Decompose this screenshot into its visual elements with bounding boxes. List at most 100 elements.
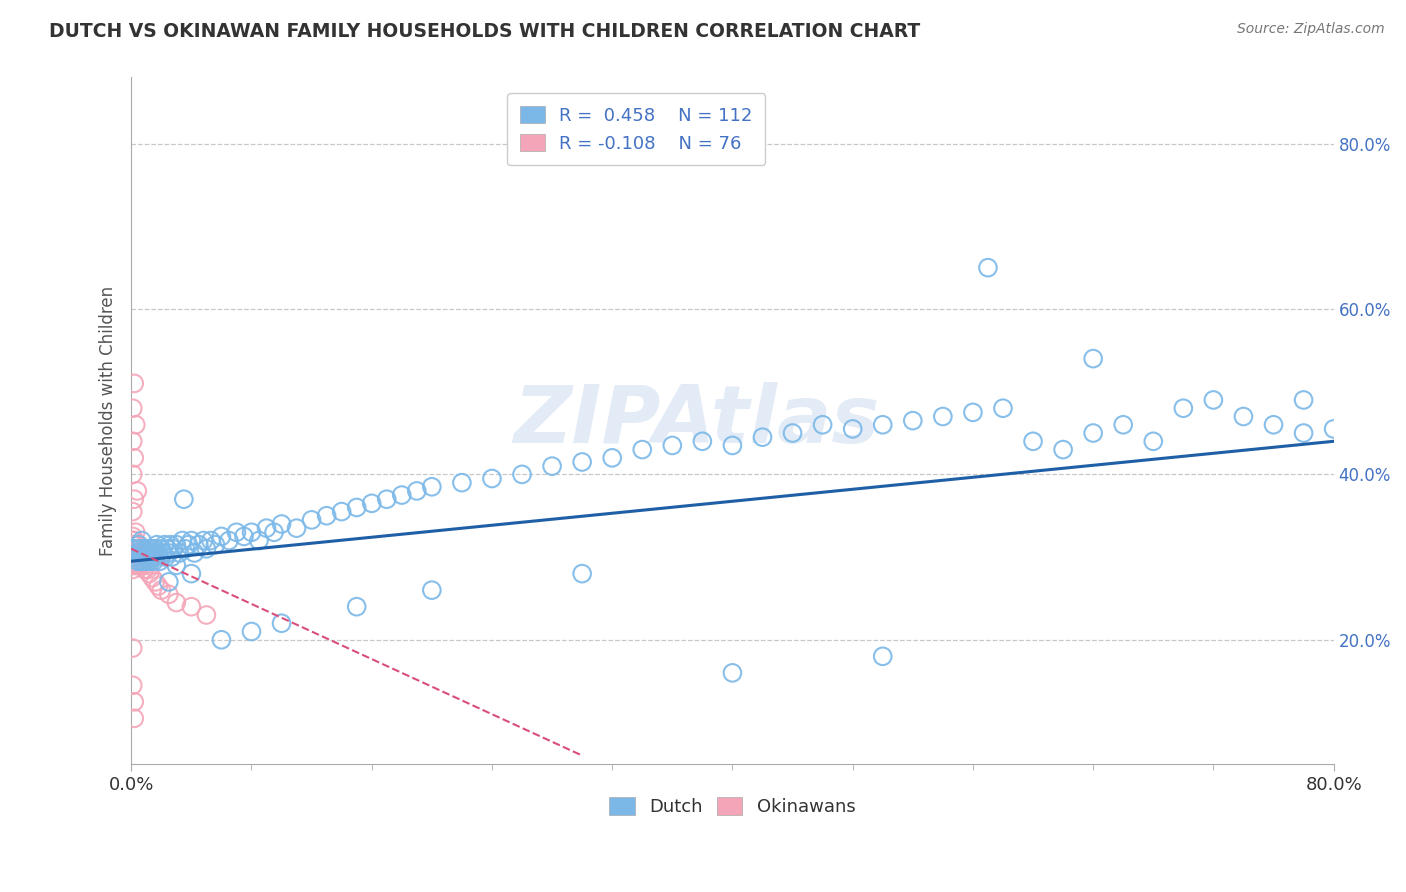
Point	[128, 541, 150, 556]
Point	[285, 521, 308, 535]
Point	[233, 529, 256, 543]
Text: DUTCH VS OKINAWAN FAMILY HOUSEHOLDS WITH CHILDREN CORRELATION CHART: DUTCH VS OKINAWAN FAMILY HOUSEHOLDS WITH…	[49, 22, 921, 41]
Point	[138, 541, 160, 556]
Point	[1081, 351, 1104, 366]
Point	[128, 546, 150, 560]
Point	[157, 546, 180, 560]
Point	[127, 546, 149, 560]
Point	[142, 554, 165, 568]
Point	[240, 624, 263, 639]
Point	[121, 541, 143, 556]
Point	[162, 541, 184, 556]
Point	[811, 417, 834, 432]
Point	[122, 450, 145, 465]
Point	[121, 550, 143, 565]
Point	[1232, 409, 1254, 424]
Point	[128, 538, 150, 552]
Point	[121, 554, 143, 568]
Point	[1292, 392, 1315, 407]
Point	[263, 525, 285, 540]
Point	[121, 541, 143, 556]
Point	[174, 541, 197, 556]
Point	[121, 467, 143, 482]
Point	[721, 665, 744, 680]
Point	[134, 554, 156, 568]
Point	[121, 558, 143, 573]
Point	[125, 541, 148, 556]
Point	[125, 558, 148, 573]
Point	[129, 554, 152, 568]
Point	[141, 571, 163, 585]
Point	[135, 558, 157, 573]
Point	[121, 546, 143, 560]
Point	[159, 538, 181, 552]
Text: Source: ZipAtlas.com: Source: ZipAtlas.com	[1237, 22, 1385, 37]
Point	[991, 401, 1014, 416]
Point	[209, 632, 232, 647]
Point	[143, 541, 166, 556]
Point	[1263, 417, 1285, 432]
Point	[420, 583, 443, 598]
Point	[187, 538, 209, 552]
Point	[131, 533, 153, 548]
Point	[136, 546, 159, 560]
Point	[270, 516, 292, 531]
Point	[165, 538, 187, 552]
Point	[121, 678, 143, 692]
Point	[1292, 425, 1315, 440]
Point	[141, 541, 163, 556]
Point	[541, 459, 564, 474]
Point	[129, 554, 152, 568]
Point	[121, 562, 143, 576]
Point	[180, 599, 202, 614]
Point	[420, 480, 443, 494]
Point	[121, 533, 143, 548]
Point	[132, 554, 155, 568]
Point	[128, 546, 150, 560]
Point	[692, 434, 714, 449]
Point	[129, 546, 152, 560]
Point	[301, 513, 323, 527]
Point	[360, 496, 382, 510]
Point	[139, 554, 162, 568]
Point	[1081, 425, 1104, 440]
Point	[391, 488, 413, 502]
Point	[631, 442, 654, 457]
Point	[121, 546, 143, 560]
Point	[134, 562, 156, 576]
Point	[1052, 442, 1074, 457]
Point	[121, 529, 143, 543]
Point	[165, 596, 187, 610]
Point	[122, 695, 145, 709]
Point	[180, 566, 202, 581]
Point	[172, 533, 194, 548]
Point	[127, 558, 149, 573]
Point	[132, 554, 155, 568]
Point	[121, 554, 143, 568]
Point	[136, 554, 159, 568]
Point	[127, 554, 149, 568]
Point	[121, 554, 143, 568]
Point	[135, 550, 157, 565]
Point	[256, 521, 278, 535]
Point	[127, 554, 149, 568]
Point	[872, 417, 894, 432]
Point	[125, 554, 148, 568]
Point	[346, 599, 368, 614]
Point	[751, 430, 773, 444]
Point	[209, 529, 232, 543]
Point	[125, 525, 148, 540]
Point	[125, 550, 148, 565]
Point	[152, 546, 174, 560]
Point	[132, 558, 155, 573]
Point	[136, 562, 159, 576]
Point	[125, 417, 148, 432]
Point	[451, 475, 474, 490]
Point	[129, 541, 152, 556]
Point	[122, 550, 145, 565]
Point	[143, 574, 166, 589]
Point	[177, 538, 200, 552]
Point	[122, 492, 145, 507]
Point	[122, 546, 145, 560]
Point	[128, 554, 150, 568]
